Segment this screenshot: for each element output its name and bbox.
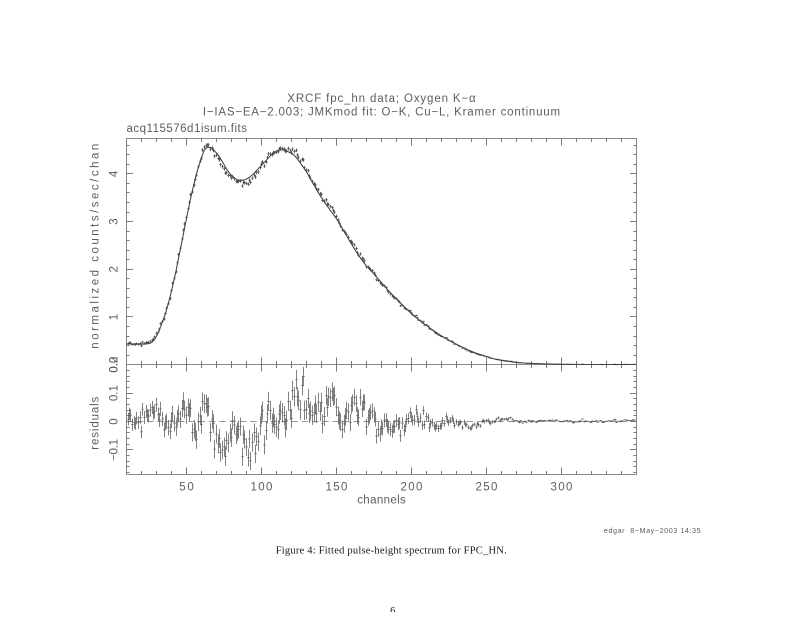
svg-text:1: 1 [108,314,120,320]
svg-text:channels: channels [357,494,406,506]
svg-text:XRCF fpc_hn data; Oxygen K−α: XRCF fpc_hn data; Oxygen K−α [287,93,476,105]
svg-text:300: 300 [551,482,573,494]
svg-text:4: 4 [108,170,120,177]
svg-text:I−IAS−EA−2.003; JMKmod fit: O−: I−IAS−EA−2.003; JMKmod fit: O−K, Cu−L, K… [203,106,560,118]
svg-text:edgar 8−May−2003 14:35: edgar 8−May−2003 14:35 [604,526,701,535]
svg-text:−0.1: −0.1 [108,439,120,461]
svg-text:0.1: 0.1 [108,385,120,401]
svg-text:3: 3 [108,218,120,224]
svg-text:0: 0 [108,418,120,424]
svg-text:150: 150 [326,482,348,494]
svg-text:50: 50 [179,482,194,494]
svg-text:acq115576d1isum.fits: acq115576d1isum.fits [127,123,248,135]
svg-text:2: 2 [108,266,120,272]
svg-text:100: 100 [251,482,273,494]
svg-text:6: 6 [390,606,395,612]
svg-text:residuals: residuals [90,396,102,449]
svg-text:0.2: 0.2 [108,357,120,373]
svg-text:Figure 4: Fitted pulse-height: Figure 4: Fitted pulse-height spectrum f… [276,545,507,556]
svg-text:200: 200 [401,482,423,494]
svg-text:250: 250 [476,482,498,494]
svg-text:0.0: 0.0 [108,357,120,373]
